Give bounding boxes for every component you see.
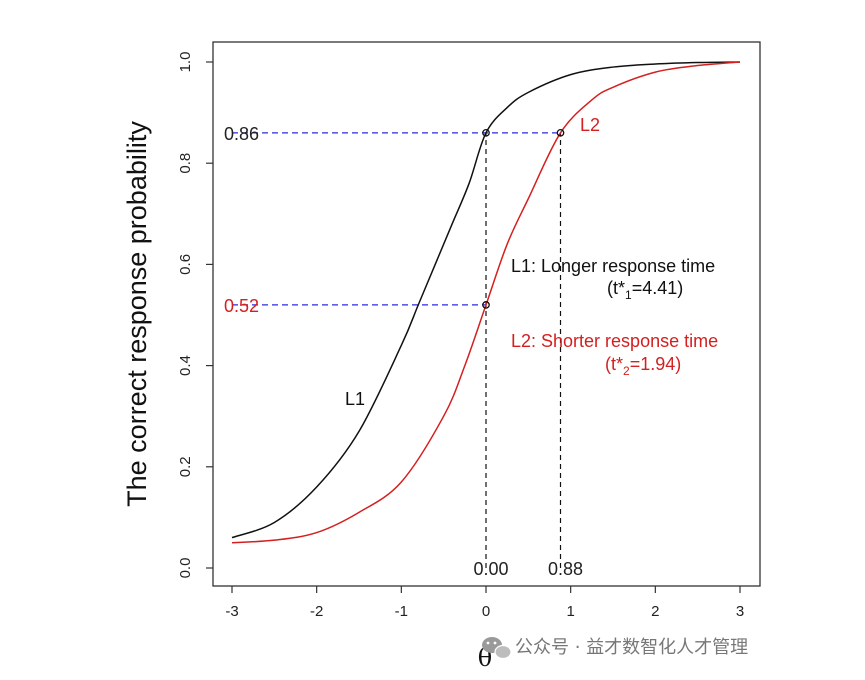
x-tick-label: 3 bbox=[736, 603, 744, 620]
legend-l2-prefix: (t* bbox=[605, 354, 623, 374]
series-line-l2 bbox=[231, 61, 741, 544]
curves bbox=[231, 61, 741, 544]
points bbox=[482, 128, 565, 309]
legend-l1-suffix: =4.41) bbox=[632, 278, 684, 298]
data-point bbox=[556, 128, 565, 137]
watermark: 公众号 · 益才数智化人才管理 bbox=[482, 637, 748, 660]
curve-label-l1: L1 bbox=[345, 389, 365, 409]
curve-label-l2: L2 bbox=[580, 115, 600, 135]
y-tick-label: 1.0 bbox=[177, 52, 194, 73]
x-tick-label: -3 bbox=[225, 603, 238, 620]
axes: -3 -2 -1 0 1 2 3 0.0 0.2 0.4 0.6 0.8 1.0 bbox=[177, 52, 744, 620]
y-axis-label: The correct response probability bbox=[122, 121, 152, 507]
legend-l1-line2: (t*1=4.41) bbox=[607, 278, 683, 302]
x-tick-label: 2 bbox=[651, 603, 659, 620]
legend-l2-subscript: 2 bbox=[623, 364, 630, 378]
y-tick-label: 0.2 bbox=[177, 456, 194, 477]
y-tick-label: 0.0 bbox=[177, 558, 194, 579]
h-reference-label: 0.86 bbox=[224, 124, 259, 144]
y-tick-label: 0.8 bbox=[177, 153, 194, 174]
legend-l1-line1: L1: Longer response time bbox=[511, 256, 715, 276]
v-reference-label: 0.00 bbox=[473, 559, 508, 579]
x-tick-label: 0 bbox=[482, 603, 490, 620]
y-tick-label: 0.4 bbox=[177, 355, 194, 376]
v-reference-label: 0.88 bbox=[548, 559, 583, 579]
x-tick-label: -1 bbox=[395, 603, 408, 620]
h-reference-label: 0.52 bbox=[224, 296, 259, 316]
data-point bbox=[482, 128, 490, 137]
y-tick-label: 0.6 bbox=[177, 254, 194, 275]
legend-l2-line1: L2: Shorter response time bbox=[511, 331, 718, 351]
series-line-l1 bbox=[231, 61, 741, 539]
x-tick-label: 1 bbox=[566, 603, 574, 620]
watermark-text: 公众号 · 益才数智化人才管理 bbox=[515, 637, 748, 658]
x-tick-label: -2 bbox=[310, 603, 323, 620]
data-point bbox=[482, 301, 490, 309]
legend-l1-subscript: 1 bbox=[625, 288, 632, 302]
reference-lines: 0.86 0.52 0.00 0.88 bbox=[224, 124, 583, 579]
legend-l1-prefix: (t* bbox=[607, 278, 625, 298]
legend-l2-line2: (t*2=1.94) bbox=[605, 354, 681, 378]
legend-l2-suffix: =1.94) bbox=[630, 354, 682, 374]
wechat-icon bbox=[482, 637, 512, 660]
